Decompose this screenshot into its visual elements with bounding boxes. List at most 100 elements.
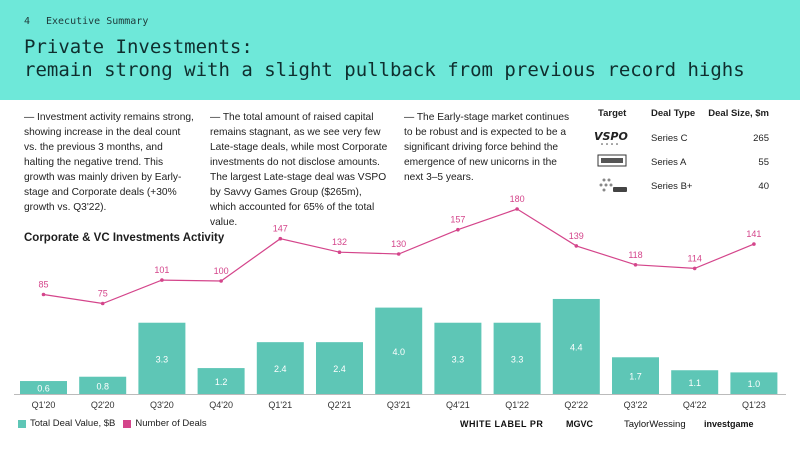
deal-size: 55 [758, 157, 769, 168]
partner-logo-investgame: investgame [704, 419, 754, 429]
deal-type: Series C [651, 133, 688, 144]
bar [612, 357, 659, 394]
table-header-deal-size: Deal Size, $m [708, 108, 769, 119]
x-tick-label: Q2'20 [91, 400, 115, 410]
bar [493, 322, 541, 394]
company-logo-2 [597, 154, 627, 167]
bar [671, 370, 719, 394]
x-tick-label: Q4'22 [683, 400, 707, 410]
x-tick-label: Q3'22 [624, 400, 648, 410]
deal-size: 265 [753, 133, 769, 144]
bar [375, 307, 423, 394]
legend-label-deal-count: Number of Deals [135, 418, 207, 429]
svg-text:VSPO: VSPO [594, 130, 628, 143]
bar-value-label: 3.3 [156, 354, 169, 364]
bar-value-label: 1.0 [748, 379, 761, 389]
bar-value-label: 0.8 [96, 381, 109, 391]
bar-value-label: 1.7 [629, 372, 642, 382]
x-tick-label: Q1'20 [32, 400, 56, 410]
line-point [633, 263, 638, 267]
deals-line [43, 208, 755, 305]
line-point [337, 250, 342, 254]
line-point [396, 252, 401, 256]
line-value-label: 139 [569, 231, 584, 241]
bar [256, 342, 304, 394]
line-point [752, 242, 756, 246]
line-point [692, 266, 697, 271]
bar [138, 322, 186, 394]
deal-type: Series A [651, 157, 687, 168]
bar [20, 381, 67, 394]
line-point [41, 292, 46, 297]
bar-value-label: 1.1 [688, 378, 701, 388]
partner-logo-mgvc: MGVC [566, 419, 593, 429]
line-value-label: 114 [688, 253, 702, 263]
bar-value-label: 4.4 [570, 342, 583, 352]
line-value-label: 147 [273, 224, 288, 234]
page-title-line2: remain strong with a slight pullback fro… [24, 59, 745, 81]
bar-value-label: 1.2 [215, 377, 228, 387]
x-tick-label: Q1'23 [742, 400, 766, 410]
bar [552, 298, 600, 394]
chart-legend: Total Deal Value, $B Number of Deals [18, 418, 215, 429]
bar-value-label: 4.0 [392, 347, 405, 357]
line-point [278, 236, 283, 241]
table-header-target: Target [598, 108, 627, 119]
line-value-label: 180 [510, 194, 525, 204]
bar-value-label: 3.3 [511, 354, 524, 364]
line-value-label: 118 [628, 250, 642, 260]
bar [730, 372, 778, 394]
page-number: 4 [24, 16, 31, 27]
line-value-label: 157 [450, 215, 465, 225]
table-row: VSPO Series C 265 [590, 128, 775, 150]
line-value-label: 85 [38, 280, 48, 290]
line-value-label: 75 [98, 289, 108, 299]
x-tick-label: Q1'21 [268, 400, 292, 410]
x-tick-label: Q3'21 [387, 400, 411, 410]
bar-value-label: 3.3 [452, 354, 465, 364]
line-value-label: 101 [154, 265, 169, 275]
legend-label-deal-value: Total Deal Value, $B [30, 418, 116, 429]
line-point [100, 301, 105, 306]
vspo-logo: VSPO [594, 130, 628, 145]
bar [197, 368, 245, 394]
line-value-label: 132 [332, 237, 347, 247]
x-tick-label: Q2'22 [564, 400, 588, 410]
table-row: Series B+ 40 [590, 176, 775, 198]
partner-logo-whitelabelpr: WHITE LABEL PR [460, 419, 544, 429]
deal-size: 40 [758, 181, 769, 192]
line-value-label: 130 [391, 239, 406, 249]
bar-value-label: 2.4 [274, 364, 287, 374]
line-value-label: 100 [214, 266, 229, 276]
deal-type: Series B+ [651, 181, 693, 192]
summary-paragraph-2: — The total amount of raised capital rem… [210, 112, 388, 228]
bar-value-label: 2.4 [333, 364, 346, 374]
chart-title: Corporate & VC Investments Activity [24, 232, 225, 244]
summary-paragraph-3: — The Early-stage market continues to be… [404, 112, 570, 183]
partner-logo-taylorwessing: TaylorWessing [624, 419, 686, 430]
header-band: 4 Executive Summary Private Investments:… [0, 0, 800, 100]
bar [434, 322, 482, 394]
line-value-label: 141 [746, 229, 761, 239]
bar [79, 376, 127, 394]
x-tick-label: Q2'21 [328, 400, 352, 410]
table-row: Series A 55 [590, 152, 775, 174]
summary-paragraph-1: — Investment activity remains strong, sh… [24, 112, 194, 213]
legend-swatch-line [123, 419, 132, 428]
x-tick-label: Q4'21 [446, 400, 470, 410]
line-point [574, 244, 579, 248]
x-tick-label: Q4'20 [209, 400, 233, 410]
page-title-line1: Private Investments: [24, 36, 253, 58]
line-point [160, 278, 164, 282]
line-point [515, 207, 519, 211]
line-point [219, 279, 223, 283]
bar [316, 342, 363, 394]
table-header-deal-type: Deal Type [651, 108, 696, 119]
line-point [456, 227, 460, 232]
company-logo-3 [599, 178, 627, 192]
legend-swatch-bar [18, 419, 26, 428]
section-label: Executive Summary [46, 16, 149, 27]
x-tick-label: Q1'22 [505, 400, 529, 410]
bar-value-label: 0.6 [37, 384, 50, 394]
